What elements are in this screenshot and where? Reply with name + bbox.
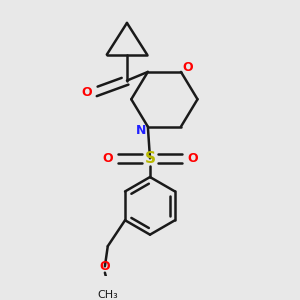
Text: N: N	[136, 124, 146, 137]
Text: O: O	[100, 260, 110, 273]
Text: CH₃: CH₃	[98, 290, 118, 300]
Text: O: O	[81, 85, 92, 99]
Text: S: S	[145, 151, 155, 166]
Text: O: O	[102, 152, 113, 165]
Text: O: O	[183, 61, 194, 74]
Text: O: O	[187, 152, 198, 165]
